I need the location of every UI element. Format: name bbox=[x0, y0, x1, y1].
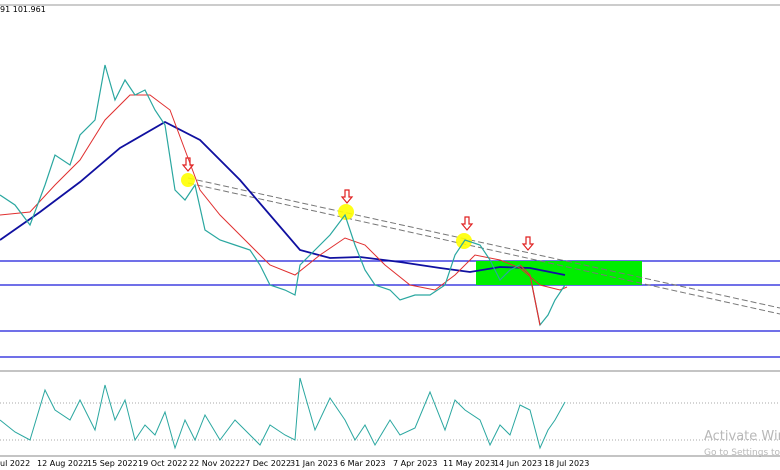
arrow bbox=[521, 236, 535, 251]
highlight bbox=[181, 173, 195, 187]
x-tick-label: 7 Apr 2023 bbox=[393, 459, 437, 468]
x-tick-label: 18 Jul 2023 bbox=[544, 459, 589, 468]
x-tick-label: 15 Sep 2022 bbox=[87, 459, 138, 468]
x-tick-label: 11 May 2023 bbox=[443, 459, 495, 468]
watermark-subtitle: Go to Settings to activ bbox=[704, 448, 780, 458]
price-path-down bbox=[519, 264, 541, 326]
x-tick-label: 22 Nov 2022 bbox=[189, 459, 240, 468]
slow-ma bbox=[0, 120, 566, 276]
price-label: 91 101.961 bbox=[0, 5, 46, 14]
watermark-title: Activate Wind bbox=[704, 429, 780, 444]
trendline bbox=[187, 182, 780, 315]
trendline bbox=[187, 177, 780, 309]
x-tick-label: 12 Aug 2022 bbox=[37, 459, 88, 468]
arrow bbox=[181, 157, 195, 172]
arrow bbox=[460, 216, 474, 231]
x-tick-label: 31 Jan 2023 bbox=[290, 459, 338, 468]
x-tick-label: ul 2022 bbox=[0, 459, 30, 468]
highlights bbox=[181, 173, 472, 249]
x-tick-label: 6 Mar 2023 bbox=[340, 459, 386, 468]
arrows bbox=[181, 157, 535, 251]
oscillator bbox=[0, 377, 566, 450]
x-tick-label: 14 Jun 2023 bbox=[494, 459, 542, 468]
levels bbox=[0, 260, 780, 358]
price-path bbox=[0, 64, 566, 327]
trendlines bbox=[187, 177, 780, 315]
fast-ma bbox=[0, 94, 568, 291]
arrow bbox=[340, 189, 354, 204]
x-tick-label: 27 Dec 2022 bbox=[240, 459, 291, 468]
x-tick-label: 19 Oct 2022 bbox=[138, 459, 187, 468]
highlight bbox=[338, 204, 354, 220]
